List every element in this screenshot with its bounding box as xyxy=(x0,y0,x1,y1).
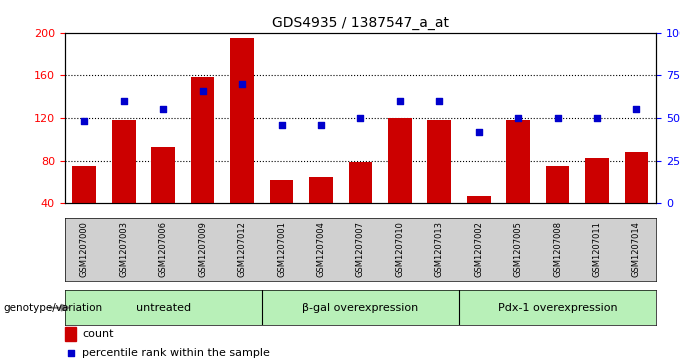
Point xyxy=(513,115,524,121)
Text: GSM1207014: GSM1207014 xyxy=(632,221,641,277)
Text: GSM1207009: GSM1207009 xyxy=(198,221,207,277)
Point xyxy=(158,107,169,113)
Text: genotype/variation: genotype/variation xyxy=(3,303,103,313)
Text: GSM1207001: GSM1207001 xyxy=(277,221,286,277)
Bar xyxy=(467,196,490,203)
Text: percentile rank within the sample: percentile rank within the sample xyxy=(82,348,270,358)
Bar xyxy=(349,162,372,203)
Text: untreated: untreated xyxy=(135,303,191,313)
Text: GSM1207013: GSM1207013 xyxy=(435,221,444,277)
Text: GSM1207005: GSM1207005 xyxy=(513,221,523,277)
Point xyxy=(355,115,366,121)
Text: GSM1207008: GSM1207008 xyxy=(553,221,562,277)
Bar xyxy=(65,327,76,341)
Text: β-gal overexpression: β-gal overexpression xyxy=(303,303,418,313)
Text: GSM1207012: GSM1207012 xyxy=(237,221,247,277)
Title: GDS4935 / 1387547_a_at: GDS4935 / 1387547_a_at xyxy=(272,16,449,30)
Bar xyxy=(546,166,569,203)
Point xyxy=(276,122,287,128)
Point xyxy=(65,350,76,356)
Point xyxy=(79,118,90,124)
Point xyxy=(473,129,484,135)
Point xyxy=(394,98,405,104)
Point xyxy=(197,88,208,94)
Text: GSM1207004: GSM1207004 xyxy=(316,221,326,277)
Bar xyxy=(585,159,609,203)
Point xyxy=(118,98,129,104)
Bar xyxy=(270,180,293,203)
Point xyxy=(552,115,563,121)
Point xyxy=(592,115,602,121)
Bar xyxy=(231,38,254,203)
Point xyxy=(316,122,326,128)
Point xyxy=(237,81,248,87)
Bar xyxy=(112,120,135,203)
Point xyxy=(631,107,642,113)
Bar xyxy=(191,77,214,203)
Text: GSM1207006: GSM1207006 xyxy=(158,221,168,277)
Bar xyxy=(152,147,175,203)
Bar xyxy=(625,152,648,203)
Text: Pdx-1 overexpression: Pdx-1 overexpression xyxy=(498,303,617,313)
Text: GSM1207007: GSM1207007 xyxy=(356,221,365,277)
Text: GSM1207002: GSM1207002 xyxy=(474,221,483,277)
Bar xyxy=(388,118,411,203)
Text: GSM1207011: GSM1207011 xyxy=(592,221,602,277)
Bar xyxy=(507,120,530,203)
Text: GSM1207003: GSM1207003 xyxy=(119,221,129,277)
Point xyxy=(434,98,445,104)
Bar xyxy=(73,166,96,203)
Bar xyxy=(309,177,333,203)
Bar xyxy=(428,120,451,203)
Text: count: count xyxy=(82,329,114,339)
Text: GSM1207000: GSM1207000 xyxy=(80,221,89,277)
Text: GSM1207010: GSM1207010 xyxy=(395,221,405,277)
